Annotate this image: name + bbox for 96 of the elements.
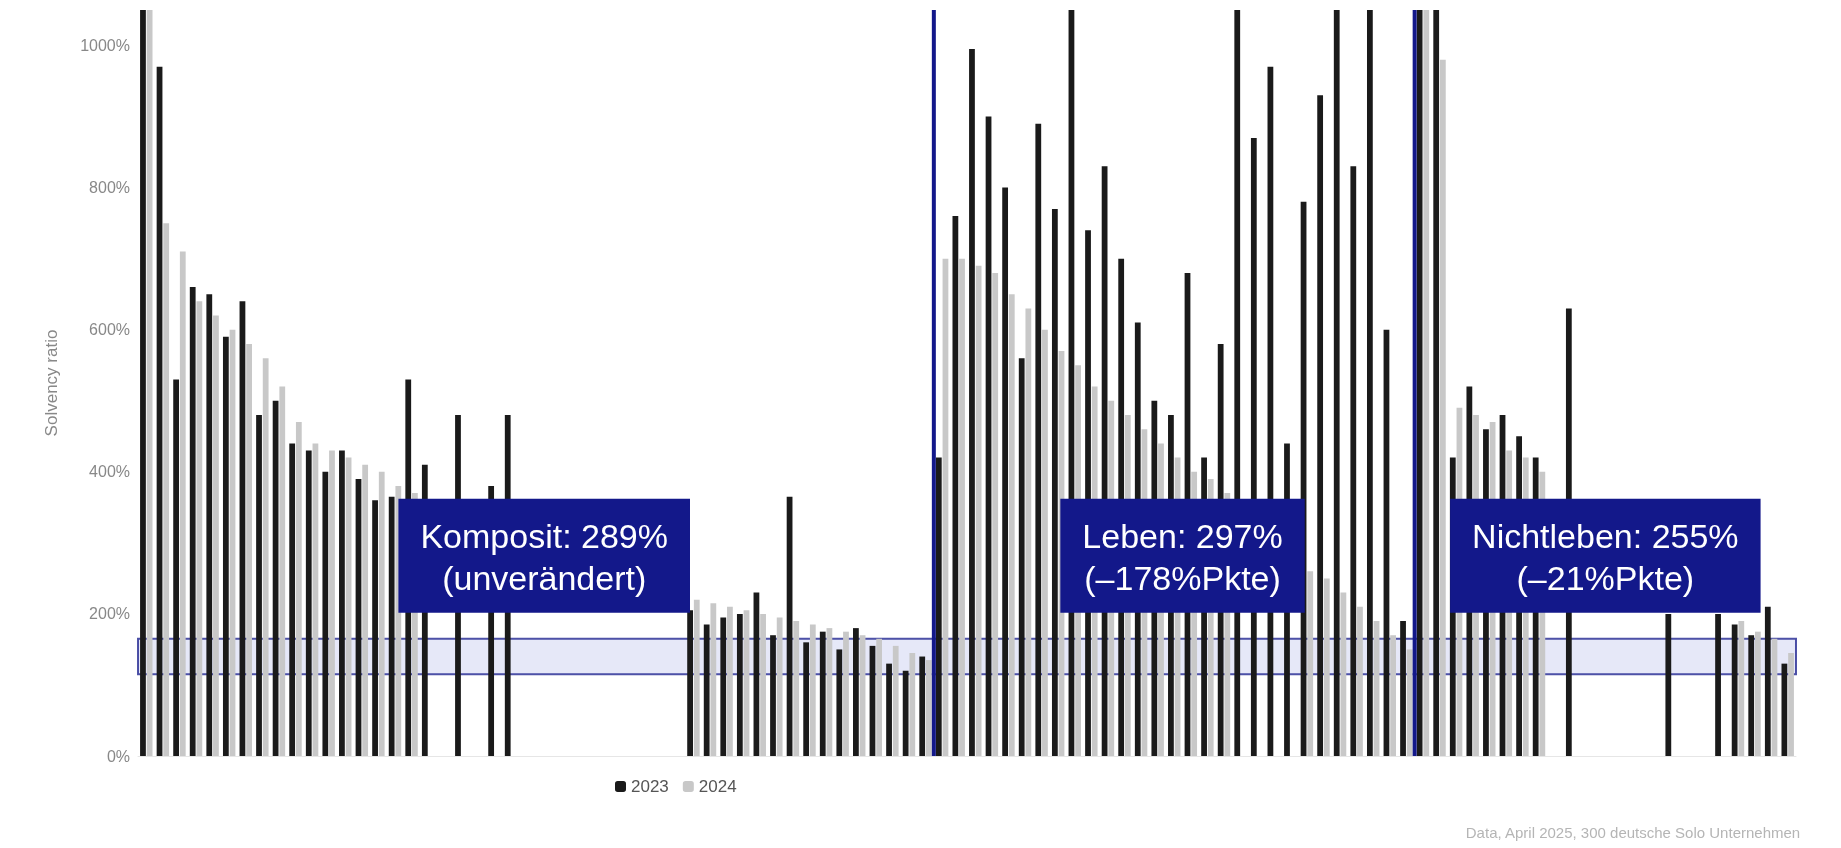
y-tick-label: 400% [89, 463, 130, 481]
bar [776, 617, 783, 756]
bar [736, 613, 743, 756]
annotation: Komposit: 289% (unverändert) [420, 516, 669, 597]
bar [727, 606, 733, 756]
bar [1781, 663, 1788, 756]
bar [793, 621, 800, 756]
bar [262, 358, 269, 756]
bar [1366, 10, 1373, 756]
y-tick-label: 600% [89, 321, 130, 339]
bar [279, 386, 286, 756]
bar [693, 599, 700, 756]
bar [362, 464, 369, 756]
bar [322, 471, 329, 756]
bar [146, 10, 153, 756]
bar [1764, 606, 1771, 756]
bar [876, 638, 883, 756]
bar [295, 422, 302, 756]
bar [1400, 621, 1406, 756]
bar [720, 617, 727, 756]
bar [892, 645, 899, 756]
y-tick-label: 0% [106, 747, 130, 765]
bar [388, 496, 395, 756]
bar [1042, 329, 1048, 756]
bar [179, 251, 186, 756]
bar [1018, 358, 1025, 756]
bar [969, 49, 975, 756]
bar [1350, 166, 1357, 756]
bar [339, 450, 345, 756]
bar [1788, 652, 1794, 756]
bar [189, 287, 196, 756]
y-axis-title: Solvency ratio [42, 329, 61, 437]
bar [975, 265, 982, 756]
bar [1665, 613, 1672, 756]
annotation: Nichtleben: 255% (–21%Pkte) [1472, 516, 1739, 597]
bar [1731, 624, 1738, 756]
y-tick-label: 800% [89, 179, 130, 197]
bar [1357, 606, 1363, 756]
text: Data, April 2025, 300 deutsche Solo Unternehmen [1465, 824, 1801, 841]
bar [1433, 10, 1440, 756]
bar [173, 379, 180, 756]
bar [1340, 592, 1347, 756]
bar [1323, 578, 1330, 756]
bar [925, 660, 932, 756]
bar [843, 631, 849, 756]
bar [289, 443, 296, 756]
bar [329, 450, 335, 756]
bar [305, 450, 312, 756]
bar [1439, 59, 1446, 756]
bar [246, 343, 252, 756]
legend-label: 2023 [631, 777, 669, 796]
bar [206, 294, 213, 756]
bar [140, 10, 146, 756]
bar [1390, 635, 1397, 756]
bar [710, 603, 717, 756]
bar [1025, 308, 1032, 756]
bar [992, 272, 999, 756]
bar [1307, 571, 1314, 756]
bar [1423, 10, 1430, 756]
bar [1008, 294, 1015, 756]
bar [222, 336, 229, 756]
bar [1333, 10, 1340, 756]
bar [760, 613, 766, 756]
bar [196, 301, 203, 756]
bar [1317, 95, 1324, 756]
bar [836, 649, 843, 756]
bar [803, 642, 810, 756]
bar [378, 471, 385, 756]
annotation: Leben: 297% (–178%Pkte) [1082, 516, 1283, 597]
bar [1051, 208, 1058, 756]
bar [952, 216, 959, 756]
bar [959, 258, 965, 756]
bar [809, 624, 816, 756]
bar [819, 631, 826, 756]
bar [703, 624, 710, 756]
bar [213, 315, 219, 756]
bar [902, 670, 909, 756]
bar [372, 500, 378, 756]
bar [1035, 123, 1042, 756]
bar [919, 656, 926, 756]
bar [1715, 613, 1721, 756]
bar [886, 663, 892, 756]
bar [1738, 621, 1745, 756]
bar [687, 610, 693, 756]
bar [853, 628, 859, 756]
y-tick-label: 1000% [80, 37, 130, 55]
bar [770, 635, 776, 756]
bar [909, 652, 916, 756]
bar [163, 223, 170, 756]
bar [1754, 631, 1761, 756]
legend-label: 2024 [698, 777, 737, 796]
bar [1748, 635, 1755, 756]
y-tick-label: 200% [89, 605, 130, 623]
bar [1002, 187, 1009, 756]
bar [1406, 649, 1413, 756]
bar [256, 414, 262, 756]
